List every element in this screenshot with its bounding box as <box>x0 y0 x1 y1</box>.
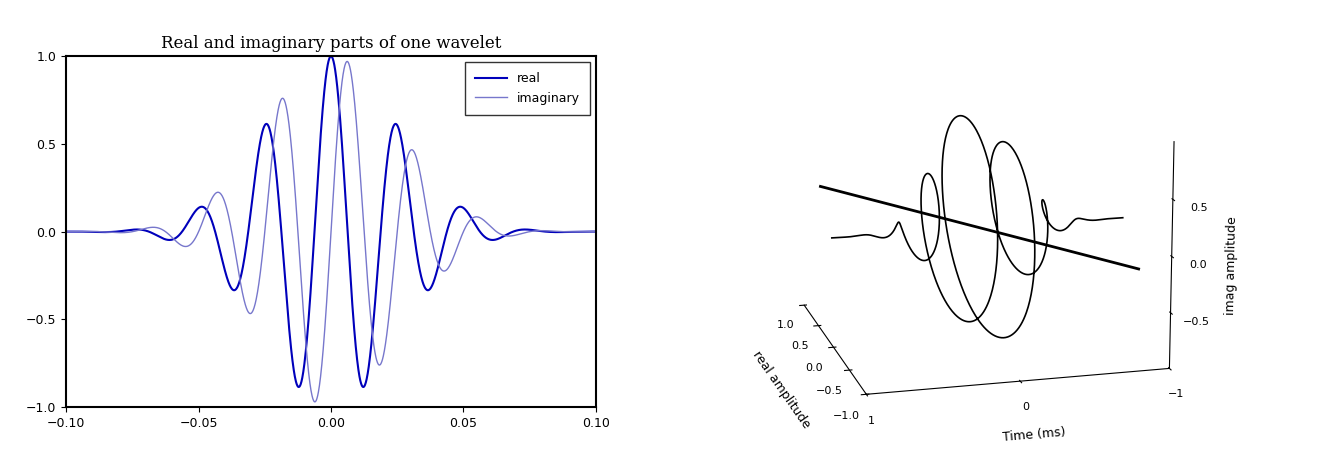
Legend: real, imaginary: real, imaginary <box>465 62 589 115</box>
Y-axis label: Time (ms): Time (ms) <box>1002 426 1067 444</box>
X-axis label: real amplitude: real amplitude <box>751 349 813 431</box>
Title: Real and imaginary parts of one wavelet: Real and imaginary parts of one wavelet <box>160 35 502 52</box>
